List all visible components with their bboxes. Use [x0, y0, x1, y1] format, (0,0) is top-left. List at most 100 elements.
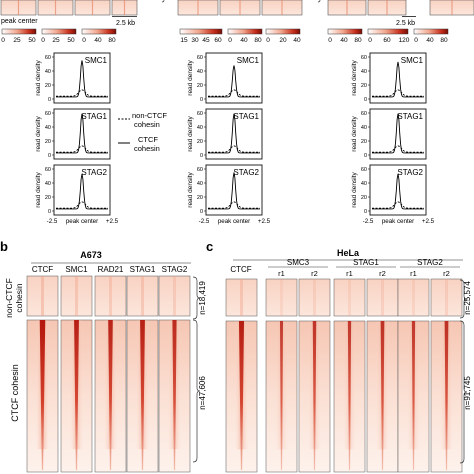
group-label: STAG1 — [353, 258, 379, 267]
heatmap-column — [158, 275, 191, 473]
profile-legend: non-CTCF cohesin CTCF cohesin — [118, 111, 167, 153]
heatmap-top-center — [75, 276, 78, 316]
panel-b-heatmaps: CTCF SMC1 RAD21 STAG1 STAG2 — [26, 265, 191, 473]
plot-frame — [369, 164, 427, 216]
column-label: CTCF — [32, 265, 53, 274]
heatmap-top-block — [225, 278, 258, 317]
panel-b-n-top: n=18,419 — [198, 281, 207, 315]
x-axis-label: +2.5 — [106, 218, 119, 225]
colorbar-tick: 80 — [354, 37, 362, 44]
colorbar-tick: 0 — [328, 37, 332, 44]
y-tick-label: 40 — [361, 181, 367, 187]
heatmap-peak — [140, 320, 145, 470]
colorbar — [265, 28, 301, 35]
y-tick-label: 0 — [200, 97, 203, 103]
distance-label: 2.5 kb — [396, 20, 415, 27]
ctcf-cohesin-line — [208, 65, 260, 98]
y-tick-label: 0 — [364, 153, 367, 159]
y-tick-label: 0 — [48, 153, 51, 159]
replicate-label: r2 — [379, 269, 386, 278]
heatmap-top-center — [280, 279, 283, 316]
colorbar-tick: 30 — [191, 37, 199, 44]
colorbar-tick: 40 — [426, 37, 434, 44]
colorbar-tick: 120 — [399, 37, 410, 44]
heatmap-peak — [380, 321, 385, 470]
y-tick-label: 40 — [197, 181, 203, 187]
y-axis-label: read density — [351, 60, 358, 96]
y-axis-label: read density — [35, 172, 42, 208]
x-axis-label: peak center — [382, 218, 414, 225]
legend-dashed-label: non-CTCF — [132, 111, 167, 120]
heatmap-peak — [39, 320, 46, 470]
y-tick-label: 0 — [364, 209, 367, 215]
panel-c-title: HeLa — [337, 248, 360, 258]
panel-b-row-label-top: cohesin — [14, 283, 24, 313]
y-tick-label: 20 — [197, 139, 203, 145]
colorbar-tick: 50 — [28, 37, 36, 44]
x-axis-label: +2.5 — [422, 218, 435, 225]
x-axis-label: peak center — [218, 218, 250, 225]
colorbar-tick: 20 — [279, 37, 287, 44]
non-ctcf-cohesin-line — [208, 201, 260, 209]
replicate-label: r1 — [410, 269, 417, 278]
heatmap-peak — [312, 321, 317, 470]
non-ctcf-cohesin-line — [208, 145, 260, 153]
heatmap-column — [397, 278, 430, 473]
colorbar-tick: 0 — [414, 37, 418, 44]
y-tick-label: 0 — [200, 153, 203, 159]
colorbar-tick: 40 — [340, 37, 348, 44]
profile-track-label: STAG1 — [81, 112, 107, 121]
profile-track-label: STAG1 — [233, 112, 259, 121]
y-axis-label: read density — [187, 172, 194, 208]
heatmap-top-center — [381, 279, 384, 316]
profile-track-label: STAG2 — [81, 168, 107, 177]
y-tick-label: 20 — [197, 83, 203, 89]
heatmap-peak — [108, 320, 113, 470]
legend-solid-label: CTCF — [138, 135, 158, 144]
heatmap-top-center — [173, 276, 176, 316]
heatmap-peak — [279, 321, 284, 470]
colorbar-tick: 80 — [108, 37, 116, 44]
x-axis-label: +2.5 — [258, 218, 271, 225]
heatmap-top-center — [109, 276, 112, 316]
colorbar-ticks: 0 25 50 0 25 50 0 40 80 15 30 45 60 0 40… — [1, 37, 448, 44]
y-tick-label: 60 — [361, 167, 367, 173]
colorbar-tick: 0 — [266, 37, 270, 44]
y-tick-label: 40 — [197, 69, 203, 75]
heatmap-column — [225, 278, 258, 473]
heatmap-column — [126, 275, 159, 473]
legend-dashed-label: cohesin — [134, 120, 160, 129]
y-tick-label: 60 — [45, 111, 51, 117]
replicate-label: r1 — [346, 269, 353, 278]
y-tick-label: 0 — [200, 209, 203, 215]
profile-track-label: STAG2 — [397, 168, 423, 177]
heatmap-column — [430, 278, 463, 473]
colorbar-tick: 0 — [368, 37, 372, 44]
colorbar — [179, 28, 223, 35]
y-tick-label: 0 — [364, 97, 367, 103]
colorbar — [327, 28, 363, 35]
non-ctcf-cohesin-line — [372, 145, 424, 153]
y-tick-label: 20 — [45, 139, 51, 145]
panel-b-n-bottom: n=47,606 — [198, 376, 207, 410]
heatmap-column — [265, 278, 298, 473]
x-axis-label: -2.5 — [199, 218, 210, 225]
ctcf-cohesin-line — [56, 60, 108, 98]
colorbars — [1, 28, 449, 35]
y-tick-label: 0 — [48, 209, 51, 215]
y-axis-label: read density — [35, 116, 42, 152]
y-tick-label: 0 — [48, 97, 51, 103]
y-tick-label: 60 — [361, 111, 367, 117]
colorbar — [1, 28, 37, 35]
y-axis-label: read density — [187, 60, 194, 96]
y-tick-label: 40 — [45, 181, 51, 187]
panel-b-row-label-top: non-CTCF — [4, 278, 14, 318]
colorbar-tick: 40 — [240, 37, 248, 44]
